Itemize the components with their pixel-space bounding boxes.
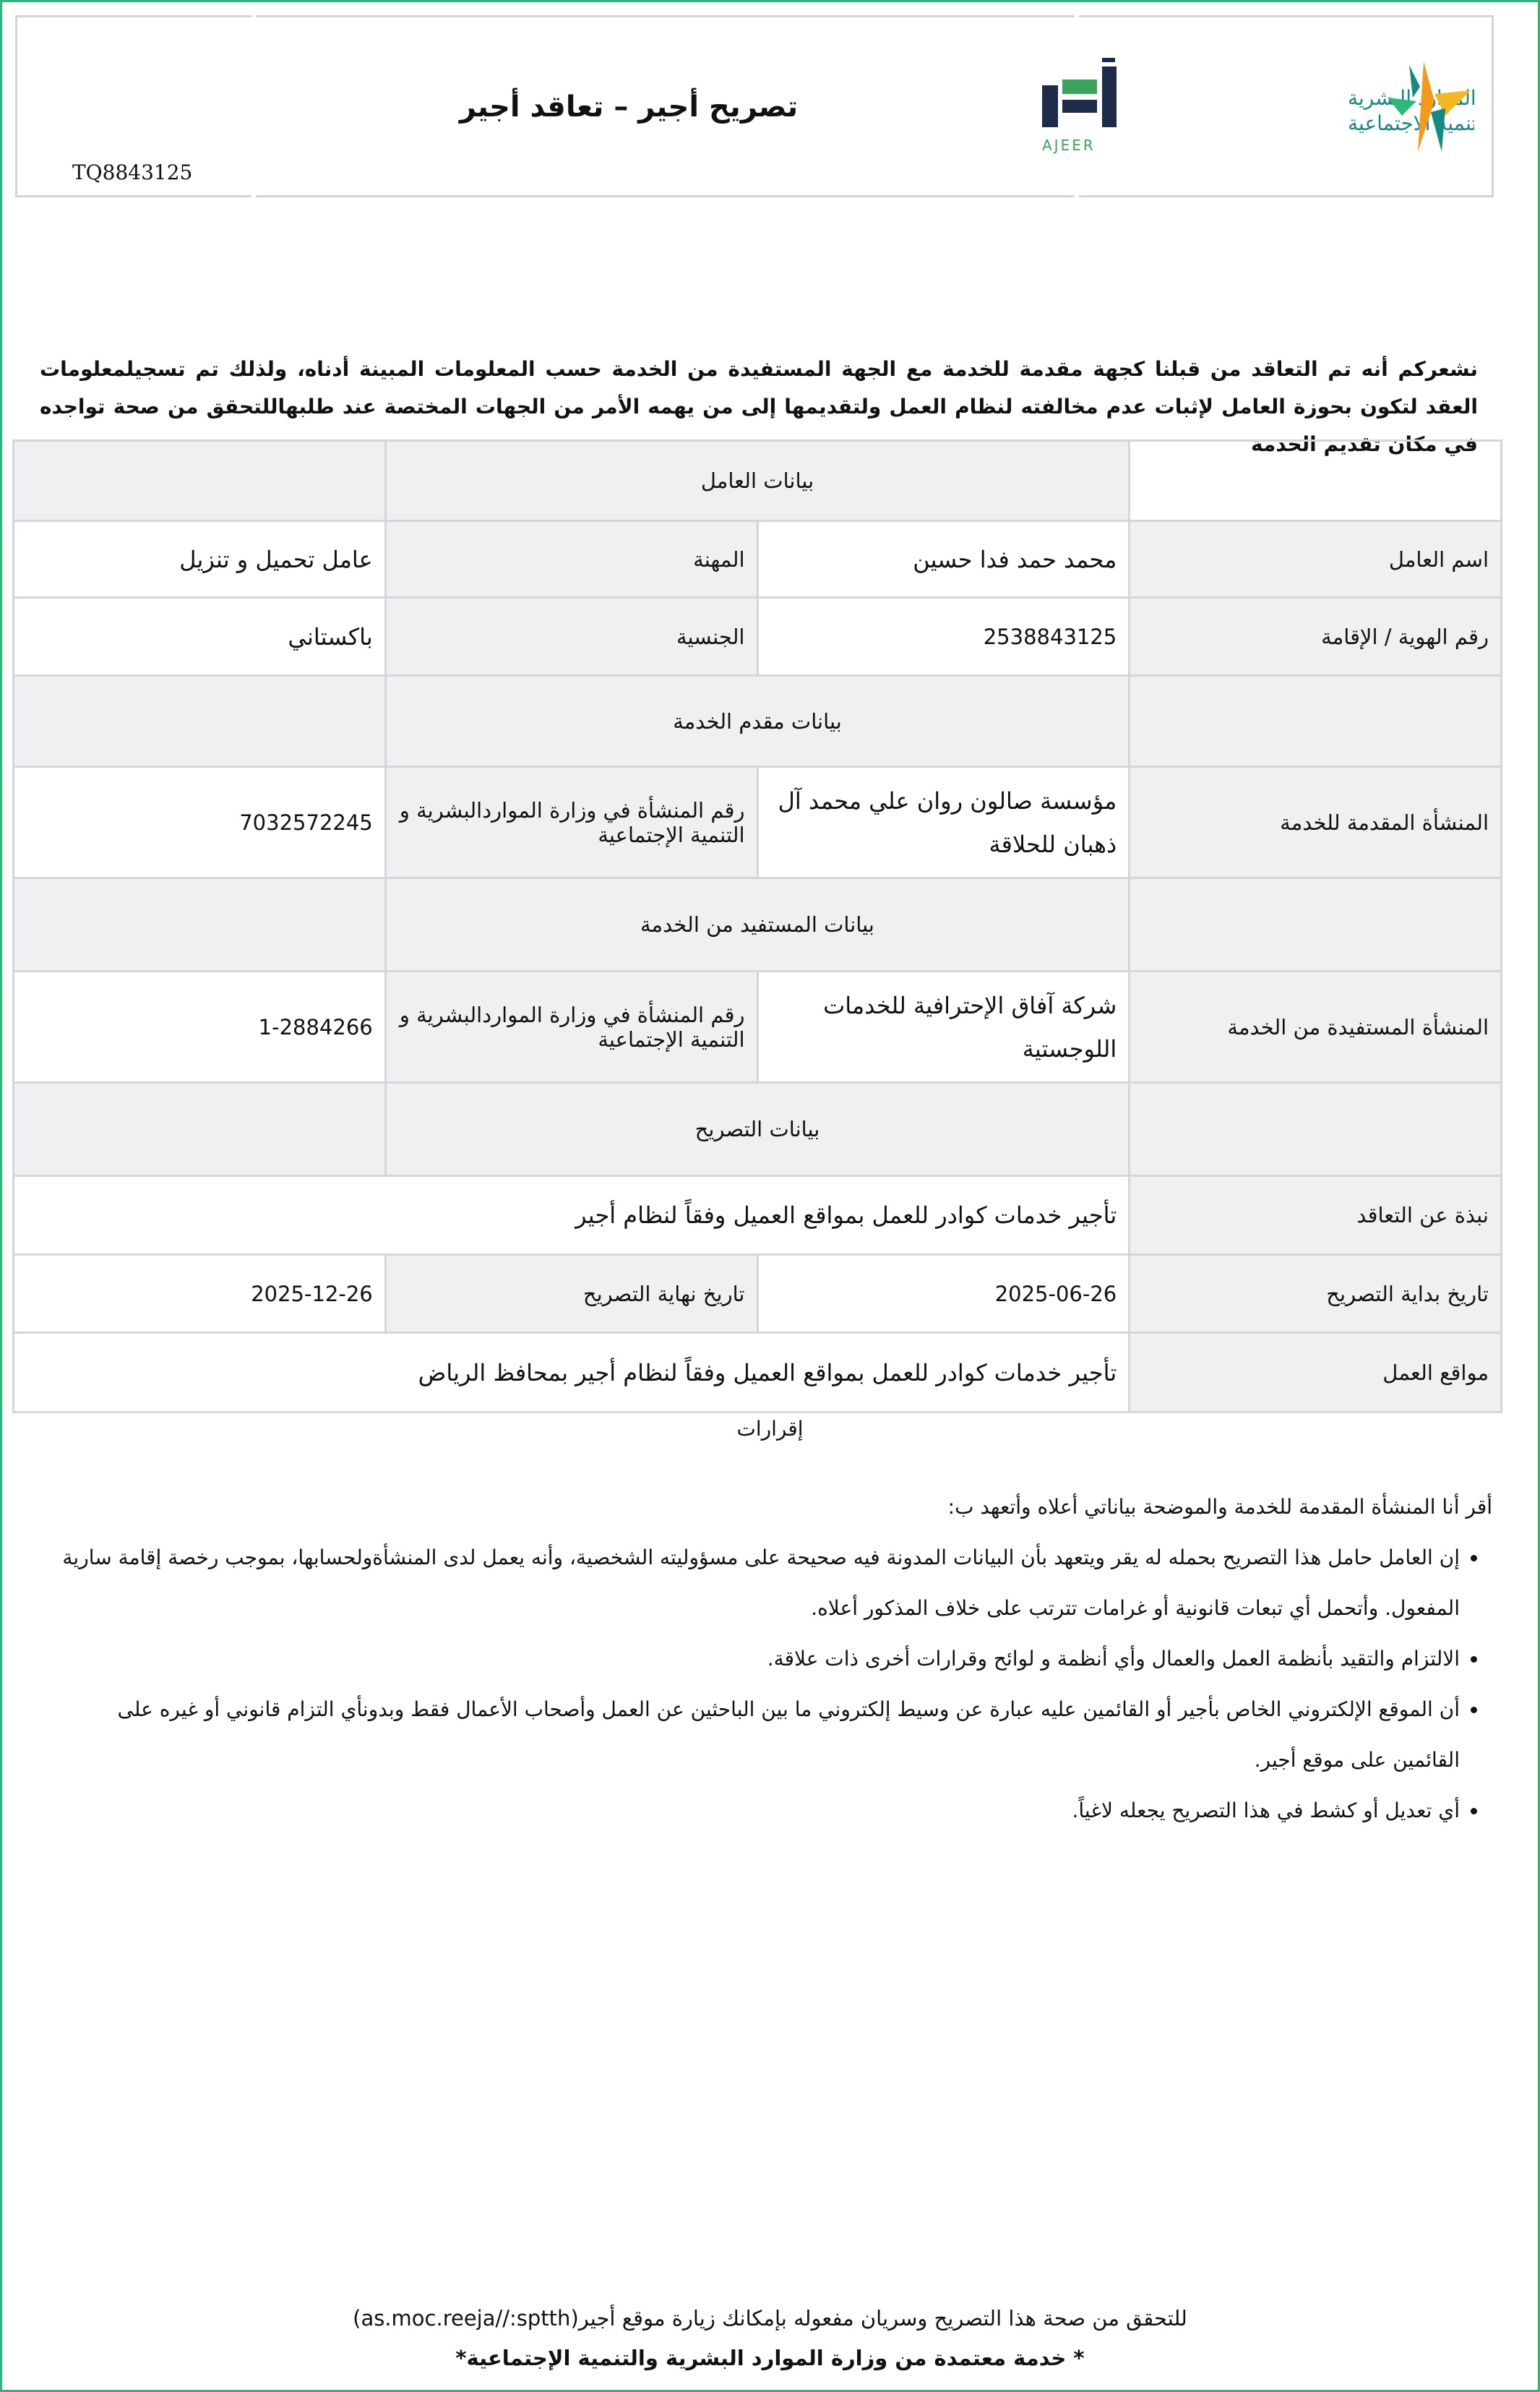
end-date: 2025-12-26 — [12, 1253, 387, 1334]
sites-label: مواقع العمل — [1128, 1332, 1502, 1413]
id-number: 2538843125 — [756, 596, 1131, 677]
svg-text:AJEER: AJEER — [1042, 137, 1096, 154]
ajeer-logo: AJEER — [1042, 58, 1117, 154]
verification-note: للتحقق من صحة هذا التصريح وسريان مفعوله … — [353, 2306, 1187, 2331]
nationality-label: الجنسية — [384, 596, 759, 677]
end-date-label: تاريخ نهاية التصريح — [384, 1253, 759, 1334]
permit-table: بيانات العامل اسم العامل محمد حمد فدا حس… — [12, 440, 1502, 1413]
intro-paragraph: نشعركم أنه تم التعاقد من قبلنا كجهة مقدم… — [40, 357, 1478, 456]
beneficiary-num: 1-2884266 — [12, 970, 387, 1084]
work-sites: تأجير خدمات كوادر للعمل بمواقع العميل وف… — [12, 1332, 1131, 1413]
provider-num: 7032572245 — [12, 766, 387, 879]
declarations-intro: أقر أنا المنشأة المقدمة للخدمة والموضحة … — [947, 1495, 1492, 1519]
section-beneficiary: بيانات المستفيد من الخدمة — [384, 877, 1131, 972]
provider-num-label: رقم المنشأة في وزارة المواردالبشرية و ال… — [384, 766, 759, 879]
start-date: 2025-06-26 — [756, 1253, 1131, 1334]
beneficiary-est-label: المنشأة المستفيدة من الخدمة — [1128, 970, 1502, 1084]
worker-name: محمد حمد فدا حسين — [756, 520, 1131, 599]
document-title: تصريح أجير – تعاقد أجير — [459, 90, 799, 124]
about-label: نبذة عن التعاقد — [1128, 1175, 1502, 1256]
reference-number: TQ8843125 — [72, 160, 193, 184]
declarations: أقر أنا المنشأة المقدمة للخدمة والموضحة … — [61, 1482, 1492, 1836]
id-label: رقم الهوية / الإقامة — [1128, 596, 1502, 677]
header-divider — [251, 15, 256, 197]
section-provider: بيانات مقدم الخدمة — [384, 674, 1131, 768]
svg-text:والتنمية الاجتماعية: والتنمية الاجتماعية — [1348, 111, 1474, 135]
worker-name-label: اسم العامل — [1128, 520, 1502, 599]
job-label: المهنة — [384, 520, 759, 599]
provider-est-label: المنشأة المقدمة للخدمة — [1128, 766, 1502, 879]
declaration-item: أن الموقع الإلكتروني الخاص بأجير أو القا… — [61, 1684, 1460, 1786]
declaration-item: أي تعديل أو كشط في هذا التصريح يجعله لاغ… — [61, 1786, 1460, 1836]
section-worker: بيانات العامل — [384, 440, 1131, 522]
job: عامل تحميل و تنزيل — [12, 520, 387, 599]
ministry-logo: الموارد البشرية والتنمية الاجتماعية — [1348, 61, 1474, 152]
provider-est: مؤسسة صالون روان علي محمد آل ذهبان للحلا… — [756, 766, 1131, 879]
nationality: باكستاني — [12, 596, 387, 677]
beneficiary-est: شركة آفاق الإحترافية للخدمات اللوجستية — [756, 970, 1131, 1084]
declarations-heading: إقرارات — [736, 1417, 804, 1441]
declaration-item: إن العامل حامل هذا التصريح بحمله له يقر … — [61, 1532, 1460, 1634]
declaration-item: الالتزام والتقيد بأنظمة العمل والعمال وأ… — [61, 1634, 1460, 1684]
section-permit: بيانات التصريح — [384, 1081, 1131, 1177]
approval-note: * خدمة معتمدة من وزارة الموارد البشرية و… — [455, 2346, 1085, 2370]
about: تأجير خدمات كوادر للعمل بمواقع العميل وف… — [12, 1175, 1131, 1256]
beneficiary-num-label: رقم المنشأة في وزارة المواردالبشرية و ال… — [384, 970, 759, 1084]
start-date-label: تاريخ بداية التصريح — [1128, 1253, 1502, 1334]
